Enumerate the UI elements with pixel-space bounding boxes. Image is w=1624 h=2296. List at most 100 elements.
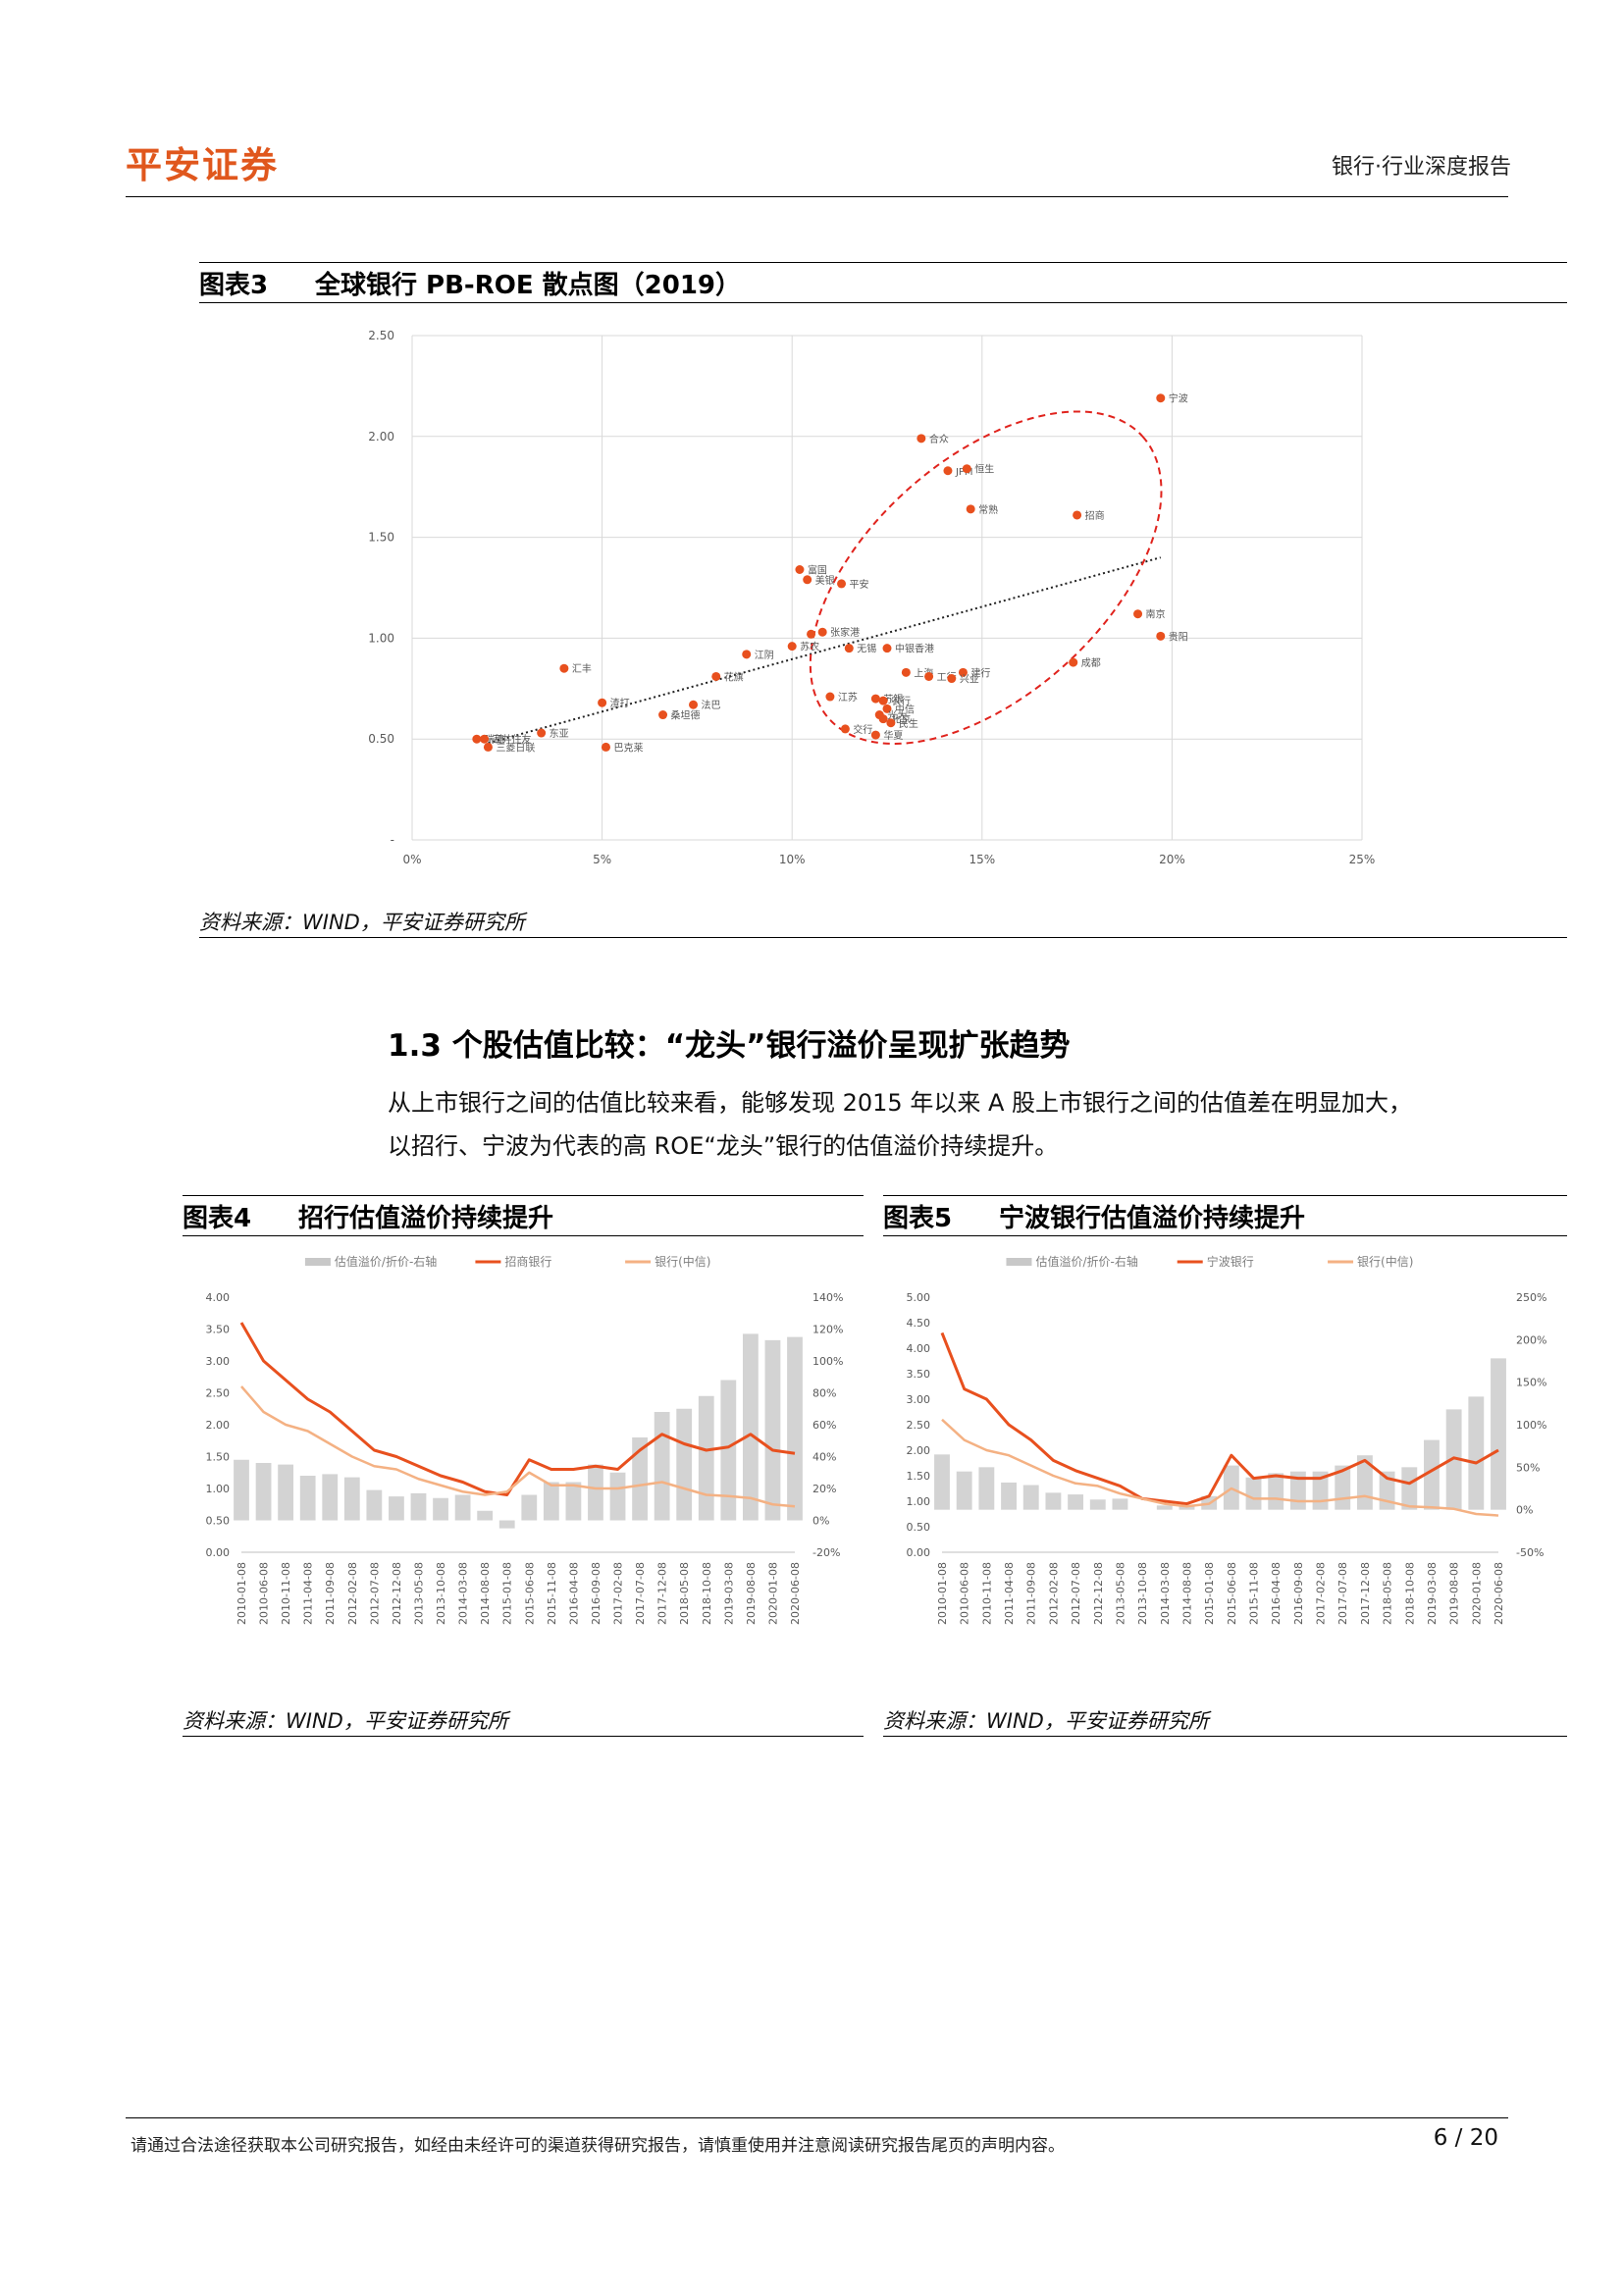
series-line bbox=[940, 1331, 1499, 1506]
x-tick-label: 2018-10-08 bbox=[701, 1562, 713, 1625]
fig3-point-label: 光大 bbox=[887, 709, 907, 722]
fig3-point-label: 民生 bbox=[899, 717, 918, 730]
fig3-point-label: 交行 bbox=[853, 723, 872, 736]
x-tick-label: 2012-07-08 bbox=[1070, 1562, 1082, 1625]
premium-bar bbox=[255, 1463, 272, 1521]
company-logo: 平安证券 bbox=[126, 144, 279, 186]
figure-4-number: 图表4 bbox=[183, 1203, 252, 1233]
left-axis-tick: 3.50 bbox=[206, 1324, 231, 1336]
x-tick-label: 2012-12-08 bbox=[1092, 1562, 1105, 1625]
figure-5-source: 资料来源：WIND，平安证券研究所 bbox=[883, 1703, 1567, 1737]
fig3-point bbox=[472, 734, 482, 744]
fig3-point-label: 成都 bbox=[1081, 657, 1101, 669]
premium-bar bbox=[1112, 1498, 1128, 1510]
premium-bar bbox=[322, 1474, 339, 1521]
x-tick-label: 2017-12-08 bbox=[1359, 1562, 1372, 1625]
x-tick-label: 2011-04-08 bbox=[302, 1562, 315, 1625]
premium-bar bbox=[1491, 1358, 1506, 1510]
fig3-point bbox=[966, 504, 975, 514]
x-tick-label: 2015-01-08 bbox=[1203, 1562, 1216, 1625]
x-tick-label: 2019-03-08 bbox=[722, 1562, 735, 1625]
fig3-point-label: 江阴 bbox=[755, 650, 774, 661]
figure-5-number: 图表5 bbox=[883, 1203, 953, 1233]
fig3-point bbox=[1156, 393, 1166, 403]
fig3-point bbox=[837, 579, 847, 589]
fig3-point-label: 中银香港 bbox=[895, 643, 934, 655]
fig3-x-tick-label: 10% bbox=[779, 853, 806, 866]
left-axis-tick: 1.50 bbox=[907, 1470, 931, 1483]
fig3-point-label: 东亚 bbox=[550, 727, 569, 740]
fig3-point bbox=[870, 694, 880, 704]
fig3-point-label: 三菱日联 bbox=[496, 742, 535, 754]
fig3-point-label: 华夏 bbox=[883, 729, 903, 742]
fig3-grid bbox=[411, 335, 1363, 841]
x-tick-label: 2010-11-08 bbox=[980, 1562, 993, 1625]
x-tick-label: 2013-05-08 bbox=[412, 1562, 425, 1625]
right-axis-tick: 20% bbox=[812, 1483, 836, 1495]
premium-bar bbox=[632, 1437, 648, 1521]
x-tick-label: 2018-05-08 bbox=[678, 1562, 691, 1625]
x-tick-label: 2020-06-08 bbox=[789, 1562, 802, 1625]
premium-bar bbox=[498, 1520, 515, 1529]
x-tick-label: 2015-11-08 bbox=[546, 1562, 558, 1625]
fig3-ellipse-shape bbox=[809, 410, 1163, 745]
fig3-point-label: 南京 bbox=[1146, 608, 1166, 621]
premium-bar bbox=[654, 1412, 670, 1521]
footer-divider bbox=[126, 2117, 1508, 2118]
premium-bar bbox=[1245, 1477, 1262, 1510]
fig3-y-tick-label: 2.50 bbox=[368, 329, 394, 342]
fig3-trendline bbox=[488, 556, 1162, 745]
section-paragraph-line-1: 从上市银行之间的估值比较来看，能够发现 2015 年以来 A 股上市银行之间的估… bbox=[388, 1089, 1413, 1117]
fig3-x-tick-label: 0% bbox=[402, 853, 421, 866]
premium-bar bbox=[477, 1510, 494, 1521]
legend-swatch bbox=[304, 1258, 331, 1266]
right-axis-tick: 50% bbox=[1516, 1461, 1540, 1474]
x-tick-label: 2016-04-08 bbox=[1270, 1562, 1283, 1625]
figure-3-source: 资料来源：WIND，平安证券研究所 bbox=[199, 905, 1567, 938]
premium-bar bbox=[1001, 1482, 1017, 1510]
premium-bar bbox=[698, 1395, 714, 1521]
legend-swatch bbox=[1006, 1258, 1032, 1266]
fig3-point-label: 江苏 bbox=[838, 691, 858, 704]
fig3-point-label: 招商 bbox=[1085, 509, 1105, 522]
fig3-point bbox=[924, 671, 934, 681]
footer-disclaimer: 请通过合法途径获取本公司研究报告，如经由未经许可的渠道获得研究报告，请慎重使用并… bbox=[131, 2136, 1065, 2156]
x-tick-label: 2013-10-08 bbox=[435, 1562, 447, 1625]
x-tick-label: 2010-11-08 bbox=[280, 1562, 292, 1625]
x-tick-label: 2017-02-08 bbox=[1315, 1562, 1328, 1625]
fig3-point-label: 贵阳 bbox=[1169, 630, 1188, 643]
x-tick-label: 2019-03-08 bbox=[1426, 1562, 1439, 1625]
fig3-point-label: 苏银 bbox=[883, 693, 903, 705]
x-tick-label: 2012-07-08 bbox=[368, 1562, 381, 1625]
premium-bar bbox=[1424, 1439, 1440, 1510]
right-axis-tick: 40% bbox=[812, 1451, 836, 1464]
x-tick-label: 2020-06-08 bbox=[1493, 1562, 1505, 1625]
fig3-y-tick-label: 0.50 bbox=[368, 732, 394, 746]
legend-label: 估值溢价/折价-右轴 bbox=[335, 1254, 437, 1269]
fig3-point bbox=[817, 627, 827, 637]
right-axis-tick: 0% bbox=[1516, 1504, 1533, 1517]
left-axis-tick: 1.50 bbox=[206, 1451, 231, 1464]
fig3-point-label: 北京 bbox=[891, 713, 911, 726]
fig3-point-label: 合众 bbox=[929, 433, 949, 445]
fig3-point-label: 汇丰 bbox=[572, 662, 592, 675]
fig3-point bbox=[537, 728, 547, 738]
x-tick-label: 2015-06-08 bbox=[523, 1562, 536, 1625]
figure-4-source: 资料来源：WIND，平安证券研究所 bbox=[183, 1703, 864, 1737]
fig3-point-label: 无锡 bbox=[857, 643, 876, 655]
fig3-point bbox=[1156, 631, 1166, 641]
fig3-highlight-ellipse bbox=[809, 410, 1163, 745]
premium-bar bbox=[588, 1464, 603, 1521]
fig3-x-tick-label: 20% bbox=[1159, 853, 1185, 866]
fig3-point bbox=[844, 644, 854, 653]
fig3-x-tick-label: 15% bbox=[969, 853, 995, 866]
premium-bar bbox=[1089, 1499, 1106, 1510]
premium-bar bbox=[234, 1459, 249, 1521]
premium-bar bbox=[956, 1471, 972, 1510]
fig3-point bbox=[840, 724, 850, 734]
right-axis-tick: 60% bbox=[812, 1419, 836, 1432]
fig3-point bbox=[711, 671, 721, 681]
premium-bar bbox=[454, 1494, 471, 1521]
left-axis-tick: 4.00 bbox=[907, 1342, 931, 1355]
